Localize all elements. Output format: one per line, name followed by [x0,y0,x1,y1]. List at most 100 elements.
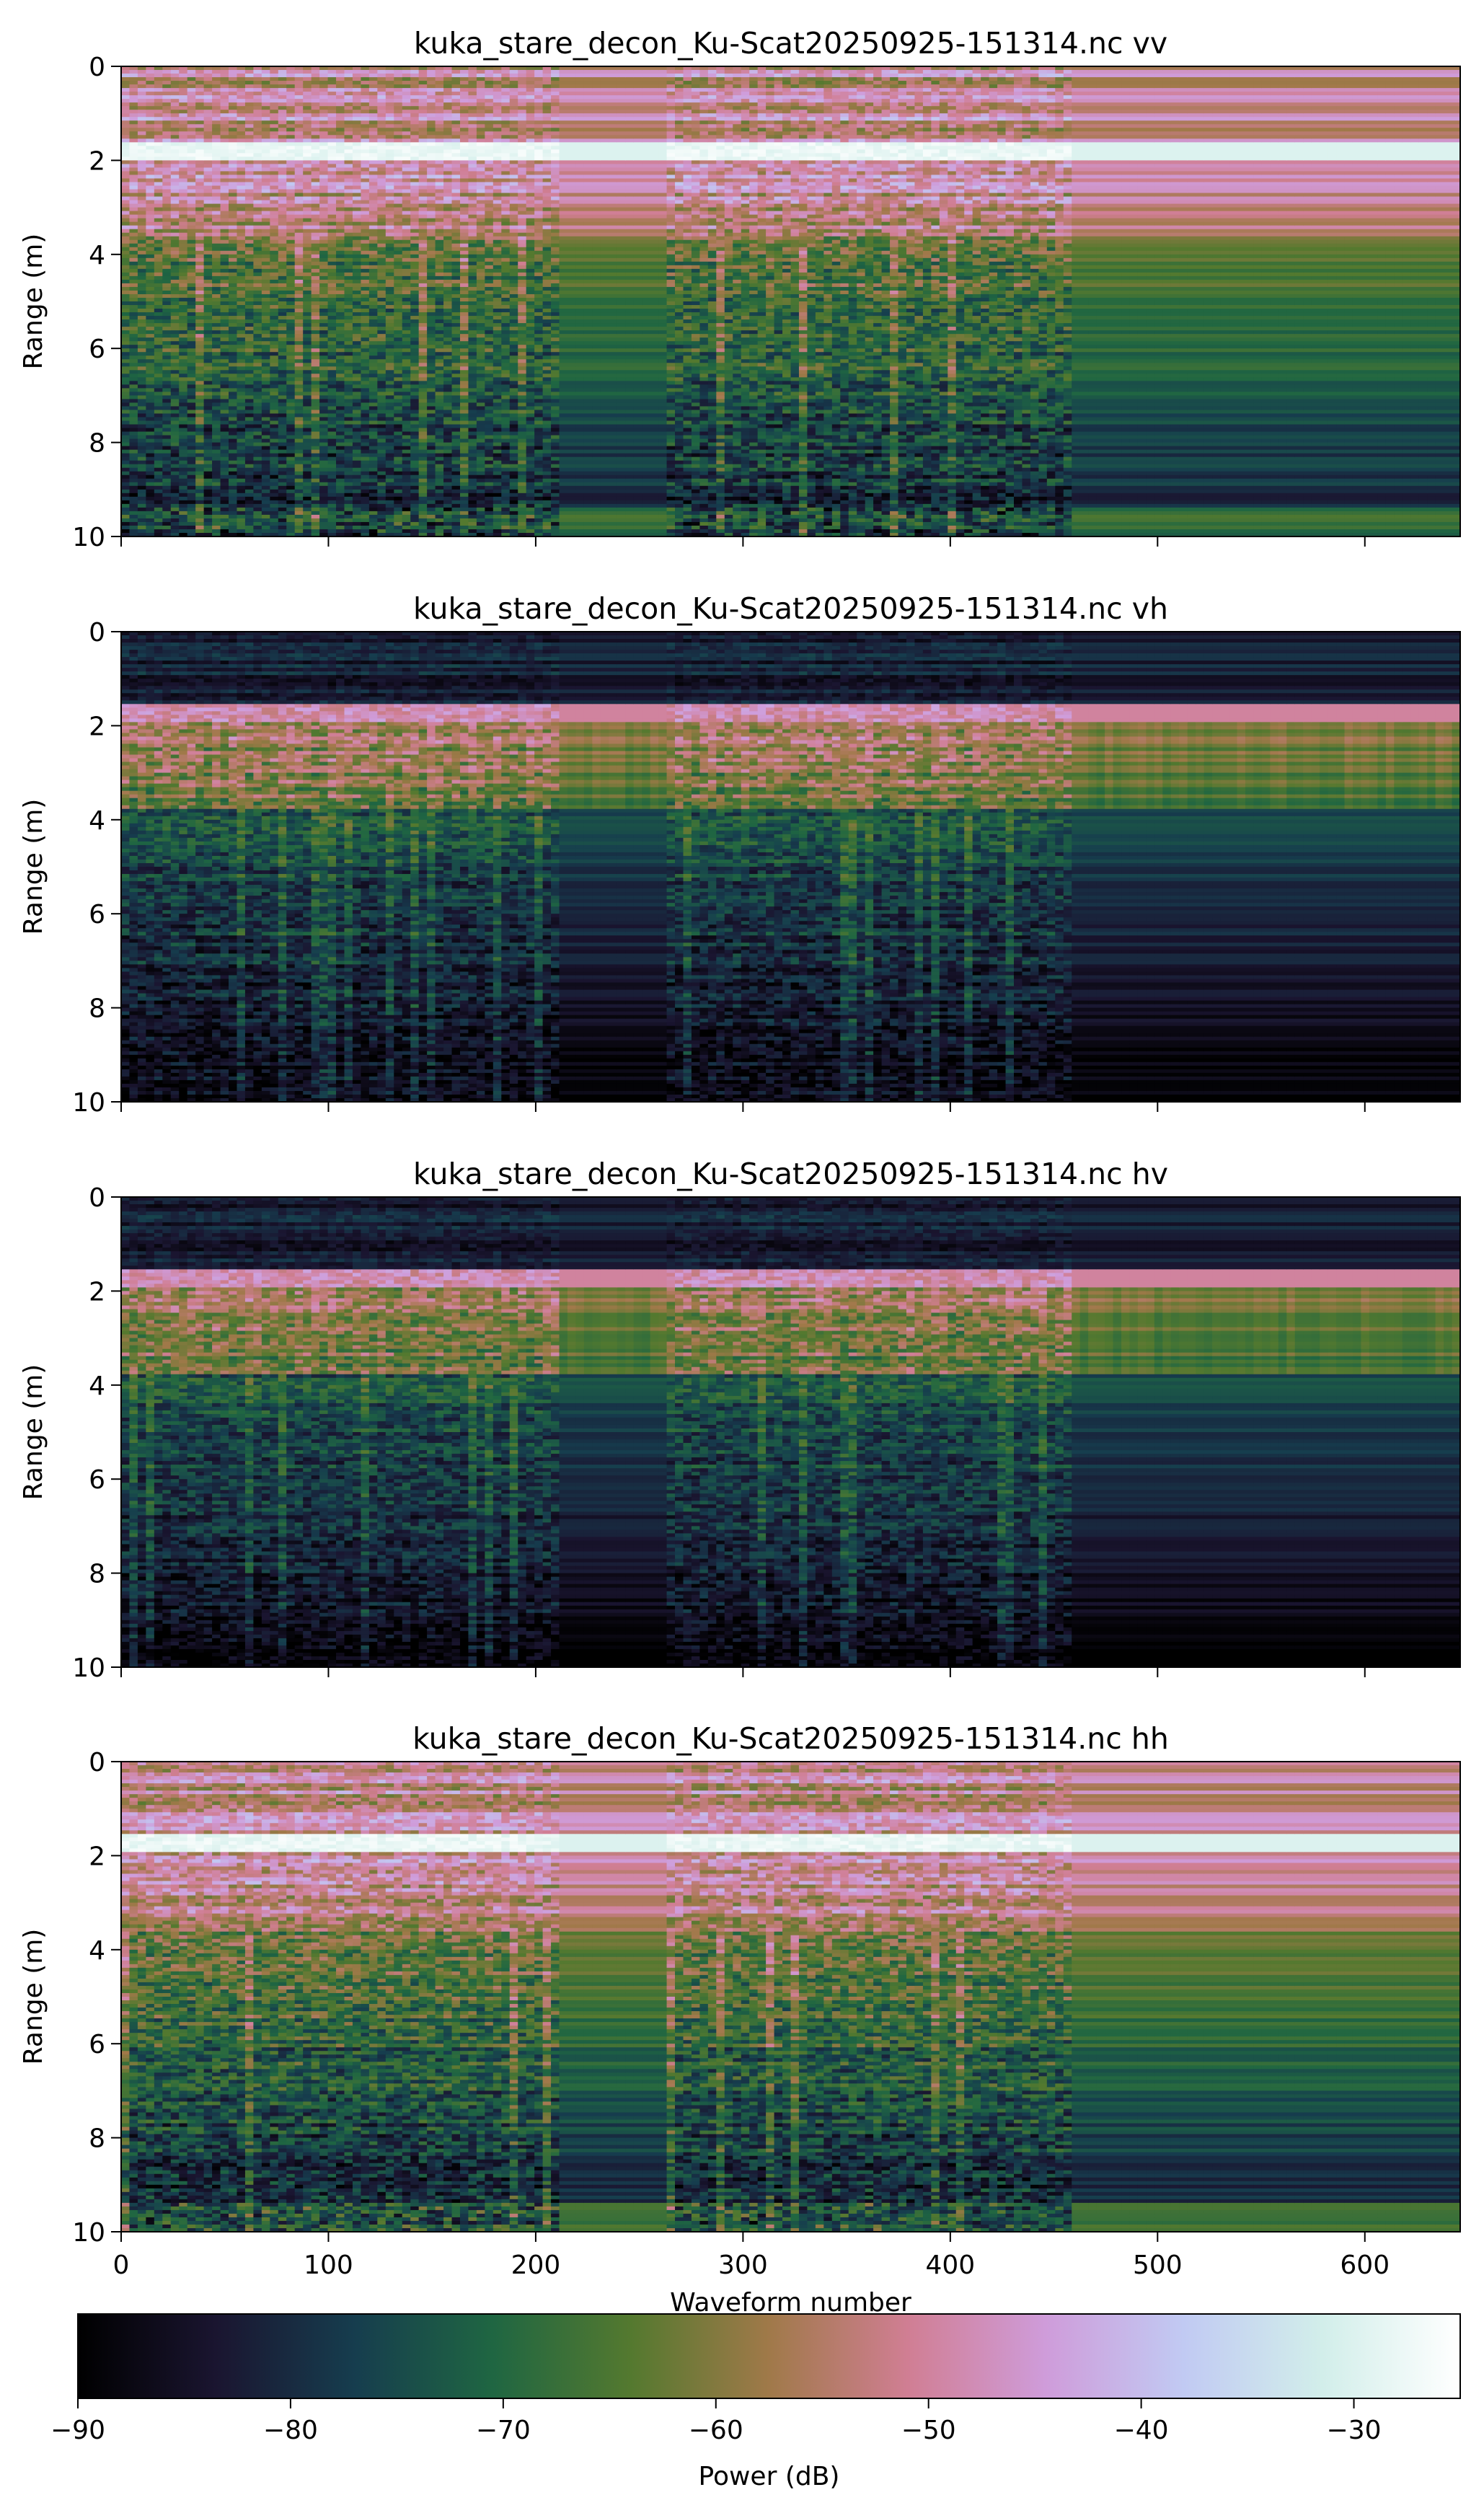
heatmap-cell [146,146,154,150]
heatmap-cell [171,110,180,114]
heatmap-cell [162,171,171,175]
heatmap-cell [195,182,204,186]
heatmap-cell [187,461,196,465]
heatmap-cell [221,128,229,132]
heatmap-cell [195,399,204,403]
heatmap-cell [171,218,180,223]
heatmap-cell [221,124,229,128]
heatmap-cell [162,276,171,281]
heatmap-cell [146,359,154,363]
heatmap-cell [154,522,163,526]
heatmap-cell [154,283,163,288]
heatmap-cell [179,461,187,465]
heatmap-cell [221,305,229,309]
heatmap-cell [204,197,213,201]
heatmap-cell [221,399,229,403]
heatmap-cell [146,482,154,487]
heatmap-cell [171,392,180,396]
heatmap-cell [229,395,237,399]
heatmap-cell [204,247,213,252]
heatmap-cell [229,464,237,469]
heatmap-cell [212,417,221,421]
heatmap-cell [171,229,180,234]
heatmap-cell [171,388,180,392]
heatmap-cell [138,215,146,219]
heatmap-cell [195,490,204,494]
heatmap-cell [162,341,171,345]
heatmap-cell [204,355,213,360]
heatmap-cell [195,370,204,374]
heatmap-cell [121,468,130,472]
heatmap-cell [121,327,130,331]
heatmap-cell [154,529,163,534]
heatmap-cell [171,522,180,526]
heatmap-cell [212,486,221,490]
heatmap-cell [162,92,171,96]
heatmap-cell [187,102,196,107]
heatmap-cell [221,515,229,519]
heatmap-cell [154,312,163,317]
heatmap-cell [171,280,180,284]
heatmap-cell [146,222,154,226]
heatmap-cell [146,167,154,172]
heatmap-cell [171,439,180,443]
heatmap-cell [154,381,163,385]
heatmap-cell [162,402,171,407]
heatmap-cell [171,160,180,164]
heatmap-cell [221,77,229,81]
heatmap-cell [229,529,237,534]
heatmap-cell [229,92,237,96]
heatmap-cell [195,197,204,201]
heatmap-cell [121,222,130,226]
heatmap-cell [171,99,180,103]
heatmap-cell [154,482,163,487]
heatmap-cell [221,388,229,392]
heatmap-cell [129,92,138,96]
heatmap-cell [129,120,138,125]
heatmap-cell [221,190,229,194]
heatmap-cell [195,175,204,179]
heatmap-cell [162,323,171,327]
heatmap-cell [138,428,146,433]
heatmap-cell [204,475,213,480]
heatmap-cell [121,446,130,451]
heatmap-cell [162,355,171,360]
heatmap-cell [146,348,154,353]
heatmap-cell [154,99,163,103]
heatmap-cell [129,486,138,490]
heatmap-cell [146,468,154,472]
heatmap-cell [229,392,237,396]
heatmap-cell [129,504,138,508]
heatmap-cell [187,518,196,523]
heatmap-cell [171,164,180,168]
heatmap-cell [187,529,196,534]
heatmap-cell [212,204,221,208]
heatmap-cell [212,363,221,367]
heatmap-cell [129,392,138,396]
heatmap-cell [221,251,229,255]
heatmap-cell [221,337,229,342]
heatmap-cell [221,529,229,534]
heatmap-cell [212,479,221,483]
heatmap-cell [171,146,180,150]
heatmap-cell [212,461,221,465]
heatmap-cell [162,334,171,338]
heatmap-cell [229,167,237,172]
heatmap-cell [212,337,221,342]
heatmap-cell [146,472,154,476]
heatmap-cell [229,522,237,526]
heatmap-cell [171,500,180,505]
heatmap-cell [179,128,187,132]
heatmap-cell [162,251,171,255]
heatmap-cell [229,149,237,154]
heatmap-cell [162,399,171,403]
heatmap-cell [171,131,180,136]
heatmap-cell [195,113,204,118]
heatmap-cell [204,291,213,295]
heatmap-cell [204,392,213,396]
heatmap-cell [162,131,171,136]
heatmap-cell [179,486,187,490]
heatmap-cell [129,240,138,244]
heatmap-cell [138,237,146,241]
heatmap-cell [212,413,221,418]
